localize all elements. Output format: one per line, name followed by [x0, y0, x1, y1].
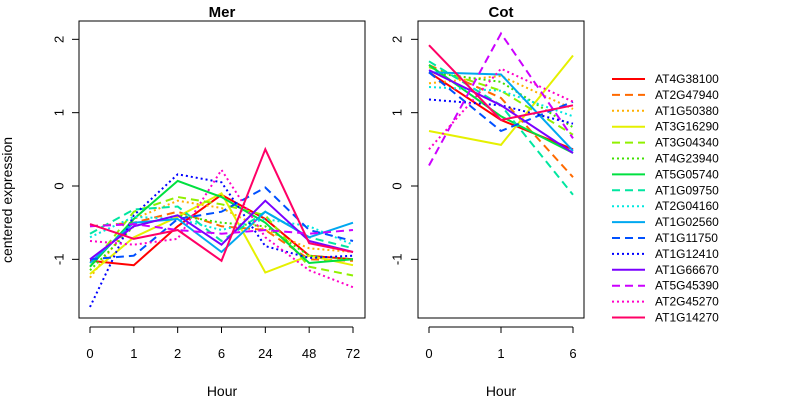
- x-axis-label-cot: Hour: [486, 383, 517, 399]
- y-tick-label-cot-0: 0: [389, 182, 404, 189]
- x-tick-label-mer-72: 72: [346, 346, 360, 361]
- y-tick-label-cot-2: 2: [389, 36, 404, 43]
- x-tick-label-mer-6: 6: [218, 346, 225, 361]
- series-line-mer-at1g11750: [89, 186, 354, 261]
- legend-label-at3g04340: AT3G04340: [655, 136, 719, 150]
- series-line-mer-at5g05740: [89, 179, 354, 268]
- x-tick-label-cot-0: 0: [425, 346, 432, 361]
- x-tick-label-cot-6: 6: [569, 346, 576, 361]
- series-line-cot-at1g02560: [428, 71, 574, 152]
- x-tick-label-mer-48: 48: [302, 346, 316, 361]
- legend-label-at4g23940: AT4G23940: [655, 152, 719, 166]
- x-tick-label-mer-1: 1: [130, 346, 137, 361]
- plot-frame-mer: [78, 20, 366, 319]
- series-line-mer-at1g50380: [89, 199, 354, 279]
- legend-label-at4g38100: AT4G38100: [655, 72, 719, 86]
- x-tick-label-mer-24: 24: [258, 346, 272, 361]
- series-line-cot-at1g14270: [428, 44, 574, 122]
- legend-label-at1g66670: AT1G66670: [655, 263, 719, 277]
- series-line-cot-at3g04340: [428, 66, 574, 136]
- y-tick-label-mer-0: 0: [51, 182, 66, 189]
- series-line-mer-at1g66670: [89, 199, 354, 261]
- x-axis-mer: 0 1 2 6 24 48 72: [86, 326, 360, 361]
- legend-label-at1g02560: AT1G02560: [655, 215, 719, 229]
- legend: AT4G38100 AT2G47940 AT1G50380 AT3G16290 AT3G…: [612, 72, 719, 325]
- legend-label-at2g04160: AT2G04160: [655, 199, 719, 213]
- series-line-mer-at1g02560: [89, 210, 354, 264]
- panel-title-cot: Cot: [489, 4, 514, 21]
- y-tick-label-cot-1: 1: [389, 109, 404, 116]
- legend-label-at5g45390: AT5G45390: [655, 279, 719, 293]
- series-line-cot-at5g45390: [428, 31, 574, 166]
- series-lines-cot: [428, 31, 574, 196]
- plot-frame-cot: [417, 20, 585, 319]
- legend-label-at1g50380: AT1G50380: [655, 104, 719, 118]
- series-line-cot-at1g66670: [428, 69, 574, 154]
- series-line-cot-at2g45270: [428, 67, 574, 150]
- series-line-cot-at1g12410: [428, 98, 574, 125]
- y-axis-mer: -1 0 1 2: [51, 36, 80, 266]
- x-tick-label-cot-1: 1: [497, 346, 504, 361]
- legend-label-at1g12410: AT1G12410: [655, 247, 719, 261]
- y-tick-label-mer-1: 1: [51, 109, 66, 116]
- y-axis-cot: -1 0 1 2: [389, 36, 419, 266]
- panel-title-mer: Mer: [209, 4, 236, 21]
- series-line-mer-at1g12410: [89, 173, 354, 308]
- x-tick-label-mer-2: 2: [174, 346, 181, 361]
- x-axis-cot: 0 1 6: [425, 326, 577, 361]
- legend-label-at2g47940: AT2G47940: [655, 88, 719, 102]
- series-line-mer-at2g45270: [89, 168, 354, 289]
- y-axis-label: centered expression: [0, 137, 15, 263]
- series-line-mer-at3g04340: [89, 195, 354, 277]
- y-tick-label-mer-2: 2: [51, 36, 66, 43]
- series-line-mer-at5g45390: [89, 223, 354, 235]
- x-axis-label-mer: Hour: [207, 383, 238, 399]
- legend-label-at1g14270: AT1G14270: [655, 311, 719, 325]
- y-tick-label-mer--1: -1: [51, 254, 66, 266]
- panel-mer: Mer 0 1 2 6 24 48 72 -1 0 1 2 Hour: [51, 4, 366, 399]
- series-line-cot-at1g50380: [428, 74, 574, 110]
- series-lines-mer: [89, 146, 354, 308]
- legend-label-at1g09750: AT1G09750: [655, 183, 719, 197]
- legend-label-at3g16290: AT3G16290: [655, 120, 719, 134]
- series-line-cot-at1g11750: [428, 71, 574, 133]
- x-tick-label-mer-0: 0: [86, 346, 93, 361]
- y-tick-label-cot--1: -1: [389, 254, 404, 266]
- series-line-mer-at4g23940: [89, 214, 354, 272]
- legend-label-at5g05740: AT5G05740: [655, 167, 719, 181]
- series-line-mer-at1g14270: [89, 146, 354, 263]
- legend-label-at2g45270: AT2G45270: [655, 295, 719, 309]
- series-line-cot-at3g16290: [428, 54, 574, 146]
- series-line-mer-at3g16290: [89, 191, 354, 275]
- panel-cot: Cot 0 1 6 -1 0 1 2 Hour: [389, 4, 585, 399]
- legend-label-at1g11750: AT1G11750: [655, 231, 718, 245]
